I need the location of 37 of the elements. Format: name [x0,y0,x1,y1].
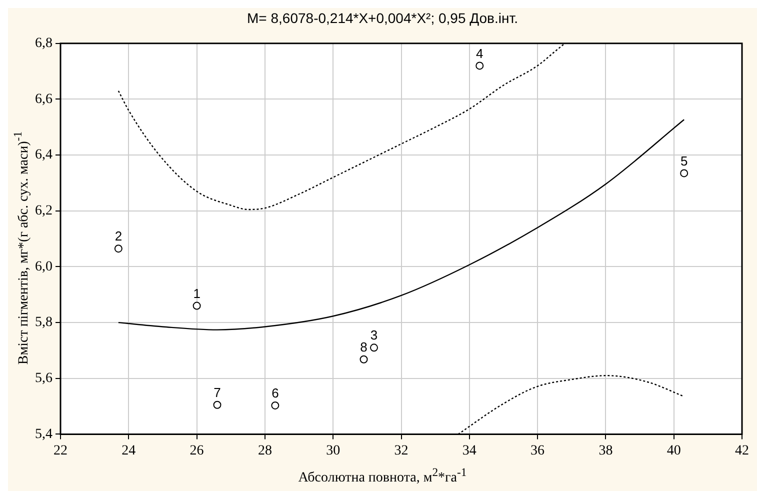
point [192,302,201,310]
x-tick-label: 30 [326,443,340,458]
x-tick-label: 34 [462,443,476,458]
annotation: 2 [114,228,122,244]
annotation: 8 [360,339,368,354]
y-tick-label: 5,6 [35,371,52,386]
y-tick-label: 5,4 [35,426,52,442]
point [370,344,378,352]
annotation: 6 [272,386,279,401]
annotation: 5 [680,153,688,168]
x-tick-label: 38 [598,443,613,458]
x-tick-label: 22 [54,443,68,458]
x-tick-label: 36 [530,443,545,458]
x-tick-label: 32 [394,443,408,458]
x-tick-label: 24 [122,443,136,458]
annotation: 3 [370,328,378,343]
y-tick-label: 6,0 [35,259,52,274]
x-tick-label: 28 [258,443,272,458]
y-tick-label: 6,6 [35,92,52,107]
y-tick-label: 6,2 [35,204,52,219]
x-tick-label: 26 [190,443,204,458]
x-tick-label: 40 [666,443,681,458]
annotation: 1 [193,286,200,301]
y-tick-label: 6,8 [35,36,52,52]
chart-title: M= 8,6078-0,214*X+0,004*X²; 0,95 Дов.інт. [246,10,519,26]
x-tick-label: 42 [735,443,749,458]
annotation: 4 [476,46,484,61]
y-tick-label: 6,4 [35,148,52,163]
point [271,401,280,410]
point [213,400,222,409]
annotation: 7 [214,384,221,400]
point [360,355,368,364]
x-axis-title: Абсолютна повнота, м$^{2}$*га$^{-1}$ [297,466,468,487]
point [476,62,484,70]
point [680,169,688,178]
point [114,244,122,253]
y-tick-label: 5,8 [35,315,52,330]
